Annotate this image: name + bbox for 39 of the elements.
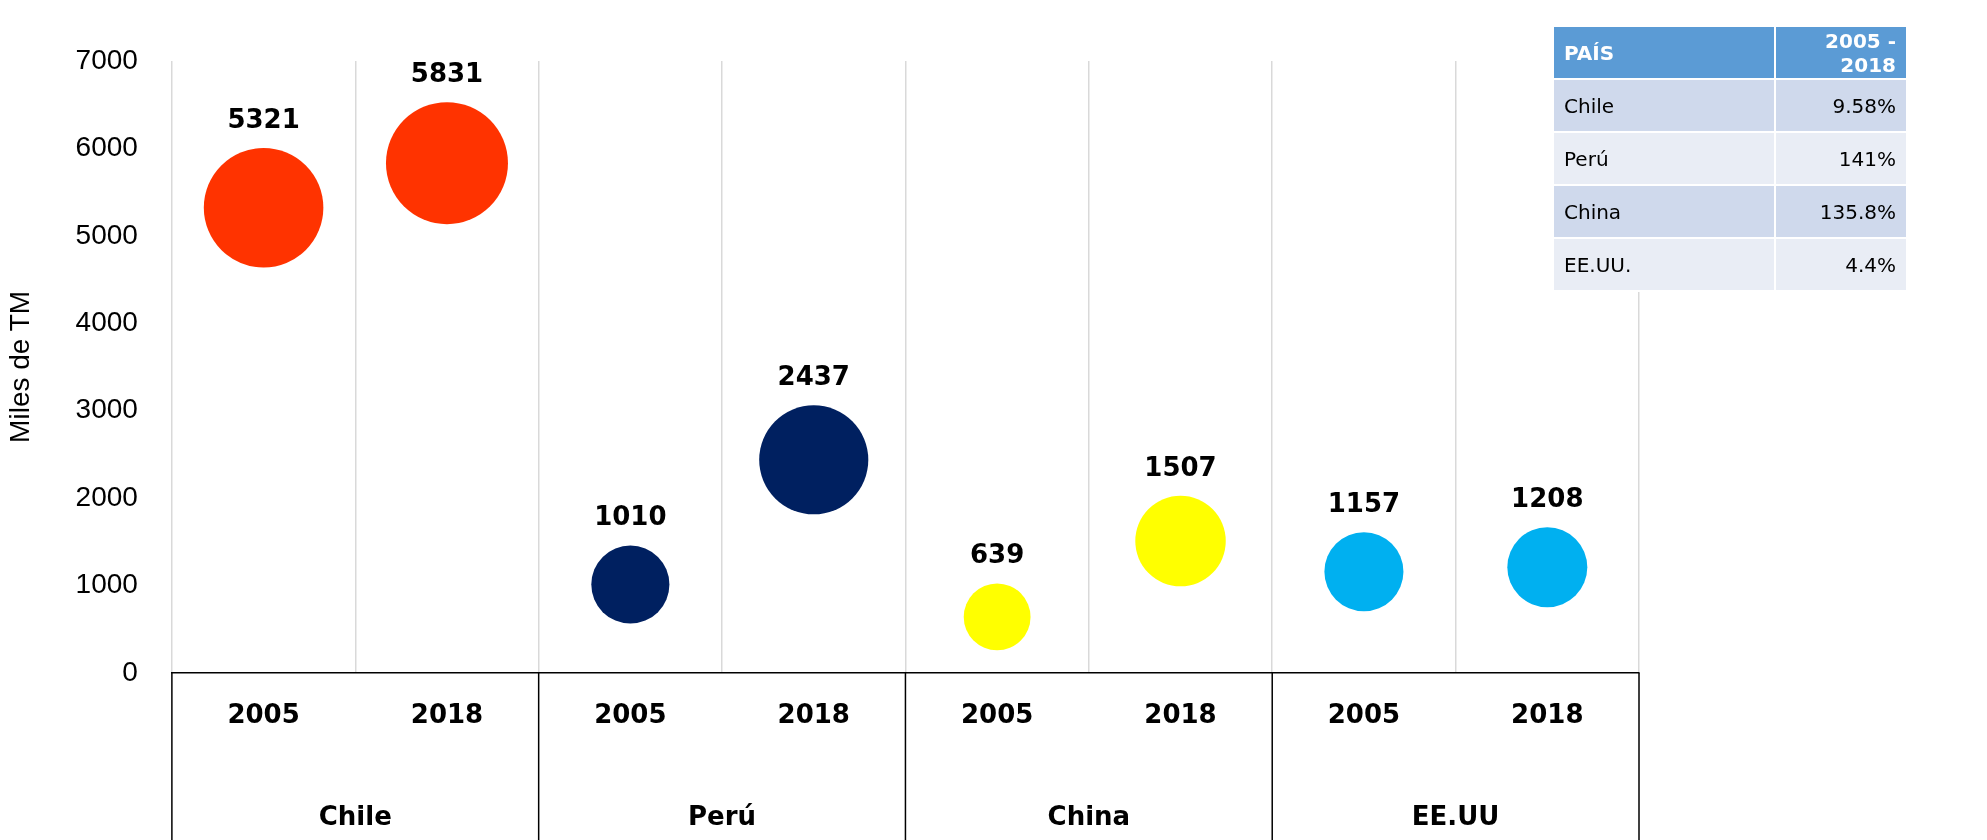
y-tick-label: 3000: [75, 393, 138, 425]
y-tick-label: 4000: [75, 305, 138, 337]
y-tick-label: 6000: [75, 131, 138, 163]
text: 9.58%: [1832, 93, 1896, 118]
x-tick-label: 2018: [410, 699, 484, 730]
category-label: Chile: [1553, 79, 1775, 132]
x-tick-label: 2018: [1144, 699, 1217, 730]
data-label: 5321: [227, 103, 300, 134]
text: Perú: [688, 800, 757, 831]
text: PAÍS: [1553, 26, 1775, 79]
data-label: 1208: [1511, 482, 1584, 513]
data-label: 2437: [777, 361, 850, 391]
x-tick-label: 2005: [1327, 699, 1401, 730]
text: 141%: [1838, 146, 1896, 171]
text: 135.8%: [1819, 199, 1896, 224]
data-label: 5831: [410, 57, 484, 88]
y-tick-label: 0: [122, 655, 138, 687]
category-label: EE.UU.: [1553, 238, 1775, 291]
text: China: [1047, 800, 1131, 831]
y-tick-label: 7000: [75, 43, 138, 75]
x-tick-label: 2018: [777, 699, 850, 730]
data-label: 1157: [1327, 487, 1401, 518]
y-tick-label: 5000: [75, 218, 138, 250]
y-tick-label: 1000: [75, 568, 138, 600]
y-tick-label: 2000: [75, 480, 138, 512]
category-label: China: [1553, 185, 1775, 238]
text: Chile: [318, 800, 392, 831]
text: 2005 - 2018: [1775, 26, 1907, 79]
y-axis-title: Miles de TM: [3, 290, 35, 443]
data-label: 639: [970, 539, 1025, 570]
x-tick-label: 2005: [960, 699, 1034, 730]
x-tick-label: 2005: [227, 699, 300, 730]
x-tick-label: 2005: [594, 699, 667, 730]
text: EE.UU: [1411, 800, 1500, 831]
category-label: Perú: [1553, 132, 1775, 185]
x-tick-label: 2018: [1511, 699, 1584, 730]
data-label: 1010: [594, 501, 667, 532]
data-label: 1507: [1144, 451, 1217, 482]
text: 4.4%: [1845, 252, 1896, 277]
